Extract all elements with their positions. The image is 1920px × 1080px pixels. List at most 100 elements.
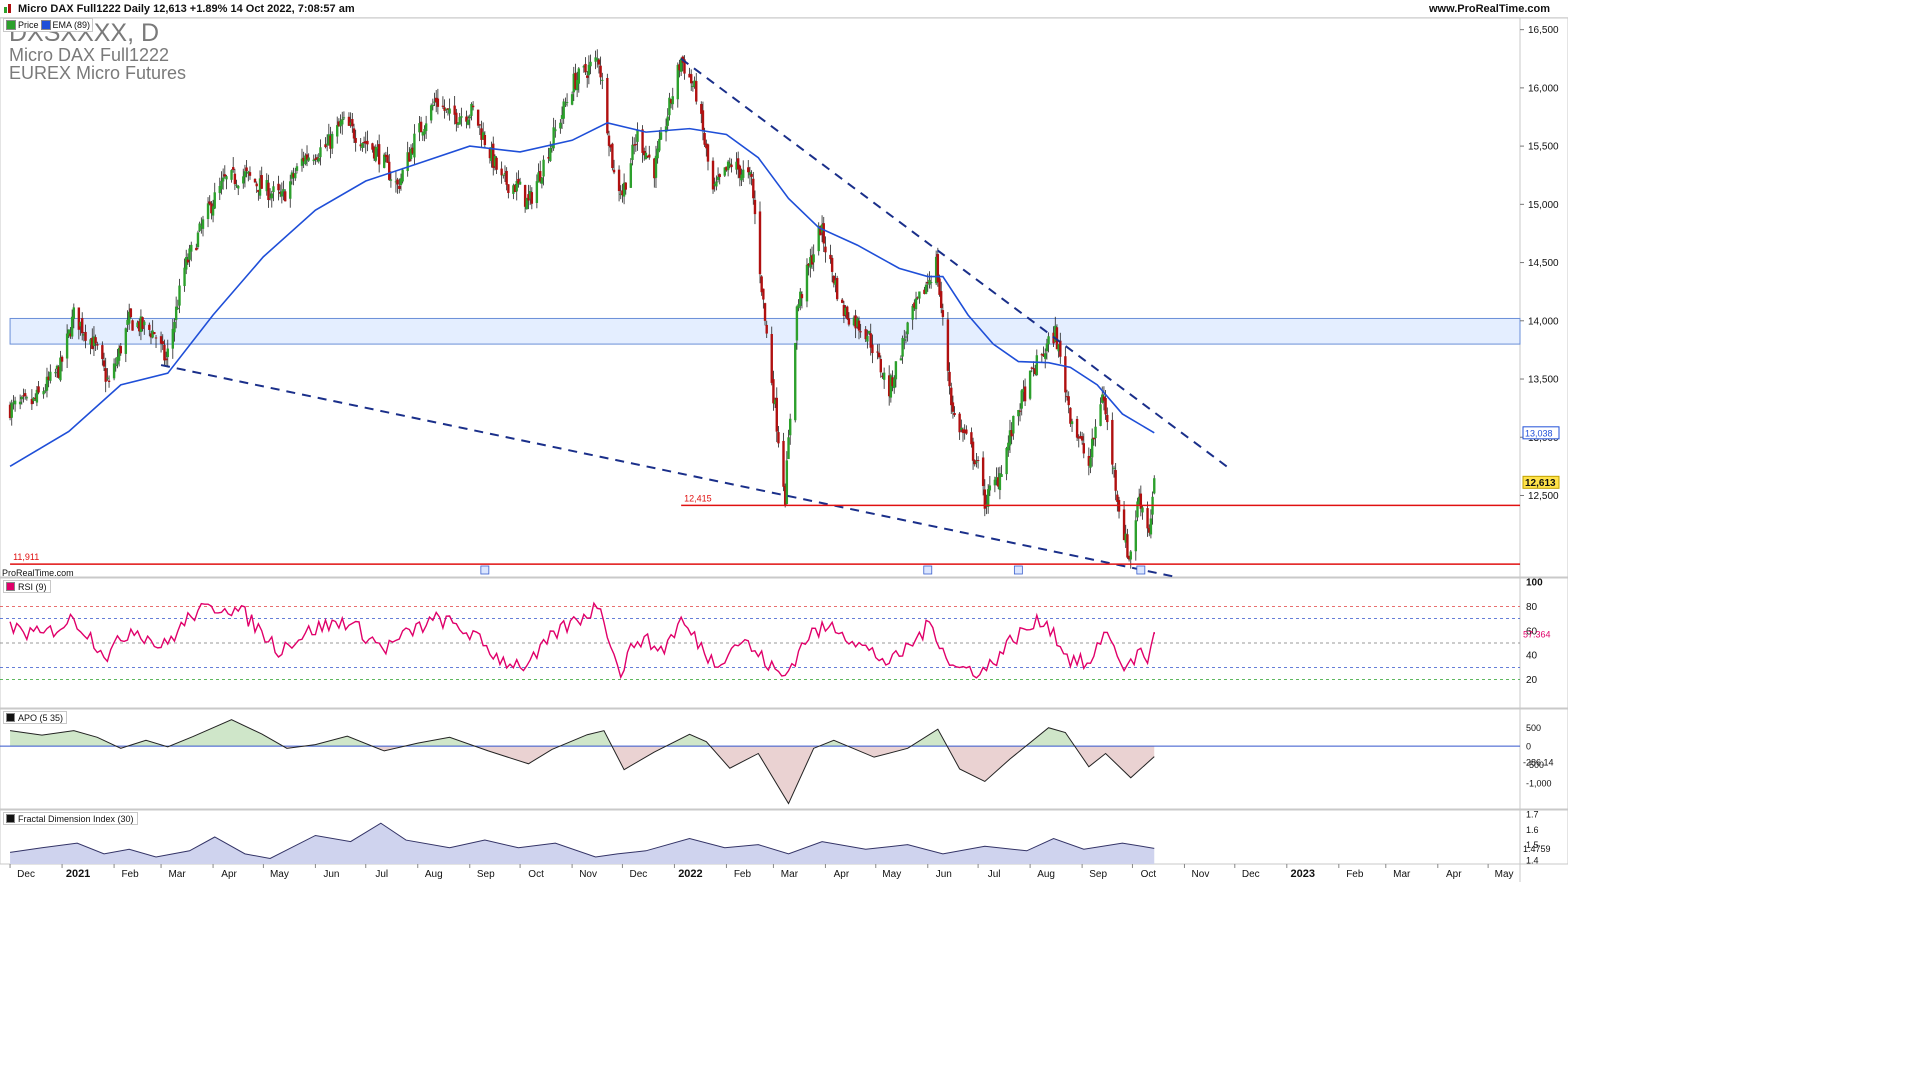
candle-body	[643, 150, 646, 156]
candle-body	[923, 289, 926, 294]
chart-logo-icon	[4, 4, 11, 13]
candle-body	[235, 184, 238, 186]
candle-body	[621, 190, 624, 196]
candle-body	[112, 363, 116, 379]
candle-body	[1055, 327, 1059, 350]
candle-body	[408, 152, 411, 162]
candle-body	[596, 58, 599, 61]
apo-panel-label[interactable]: APO (5 35)	[3, 711, 68, 724]
site-link[interactable]: www.ProRealTime.com	[1428, 3, 1550, 15]
candle-body	[374, 147, 378, 161]
candle-body	[163, 344, 166, 361]
candle-body	[59, 357, 62, 381]
candle-body	[435, 97, 438, 103]
candle-body	[30, 398, 34, 405]
candle-body	[785, 460, 789, 505]
candle-body	[1136, 501, 1139, 518]
candle-body	[312, 159, 315, 162]
candle-body	[174, 306, 178, 321]
candle-body	[398, 185, 401, 189]
candle-body	[89, 339, 92, 345]
candle-body	[315, 157, 319, 160]
candle-body	[1101, 394, 1104, 403]
candle-body	[366, 140, 369, 145]
candle-body	[562, 101, 565, 119]
x-axis-label: May	[882, 869, 901, 880]
candle-body	[958, 413, 961, 433]
candle-body	[384, 154, 388, 157]
x-axis-label: Apr	[221, 869, 237, 880]
candle-body	[502, 174, 505, 176]
candle-body	[1124, 533, 1127, 543]
candle-body	[351, 118, 354, 127]
candle-body	[797, 304, 800, 309]
candle-body	[540, 177, 544, 184]
candle-body	[877, 352, 881, 358]
candle-body	[641, 129, 644, 153]
rsi-title: RSI (9)	[18, 581, 47, 592]
candle-body	[260, 175, 263, 189]
candle-body	[445, 108, 448, 110]
candle-body	[277, 183, 280, 191]
candle-body	[695, 81, 698, 102]
candle-body	[188, 248, 191, 260]
candle-body	[658, 138, 661, 151]
price-tick-label: 13,500	[1528, 375, 1559, 386]
candle-body	[998, 473, 1002, 491]
candle-body	[653, 158, 656, 179]
candle-body	[221, 177, 225, 182]
candle-body	[819, 226, 822, 236]
candle-body	[564, 103, 567, 105]
fdi-panel-label[interactable]: Fractal Dimension Index (30)	[3, 812, 138, 825]
candle-body	[730, 164, 733, 168]
x-axis-label: Dec	[1242, 869, 1260, 880]
candle-body	[159, 336, 163, 344]
candle-body	[986, 489, 990, 507]
candle-body	[1065, 396, 1069, 398]
ema-value-label: 13,038	[1525, 428, 1553, 438]
candle-body	[903, 339, 906, 341]
fdi-last-value: 1.4759	[1523, 844, 1551, 854]
candle-body	[783, 485, 787, 505]
candle-body	[1137, 496, 1141, 504]
candle-body	[882, 372, 886, 380]
candle-body	[12, 402, 15, 404]
candle-body	[525, 197, 528, 210]
candle-body	[1007, 442, 1010, 451]
candle-body	[424, 123, 428, 132]
candle-body	[1114, 470, 1117, 491]
candle-body	[325, 143, 329, 146]
candle-body	[284, 191, 287, 202]
candle-body	[342, 117, 346, 119]
candle-body	[173, 322, 176, 333]
candle-body	[507, 184, 510, 193]
candle-body	[1089, 457, 1092, 468]
candle-body	[951, 402, 955, 412]
price-legend[interactable]: Price EMA (89)	[3, 18, 94, 32]
candle-body	[1075, 418, 1079, 438]
candle-body	[847, 318, 851, 325]
candle-body	[926, 282, 929, 284]
candle-body	[936, 254, 940, 283]
candle-body	[448, 108, 451, 114]
candles-group	[8, 49, 1156, 569]
x-axis-label: Dec	[17, 869, 35, 880]
candle-body	[646, 156, 649, 158]
x-axis-label: Mar	[1393, 869, 1411, 880]
price-tick-label: 16,000	[1528, 83, 1559, 94]
candle-body	[364, 141, 367, 144]
candle-body	[928, 279, 931, 285]
candle-body	[773, 399, 777, 405]
rsi-panel-label[interactable]: RSI (9)	[3, 580, 51, 593]
candle-body	[539, 171, 542, 182]
candle-body	[866, 335, 869, 342]
candle-body	[443, 107, 446, 111]
candle-body	[1045, 343, 1049, 352]
candle-body	[597, 59, 601, 65]
candle-body	[200, 225, 203, 228]
candle-body	[47, 376, 50, 381]
candle-body	[997, 477, 1000, 487]
candle-body	[505, 170, 508, 185]
candle-body	[656, 148, 659, 159]
candle-body	[879, 359, 882, 373]
